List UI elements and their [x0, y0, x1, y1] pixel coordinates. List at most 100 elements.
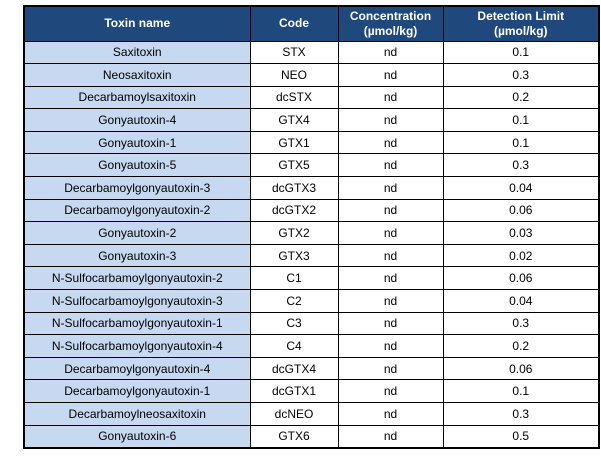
concentration-cell: nd — [337, 311, 444, 336]
column-header-label: Code — [279, 16, 309, 31]
detection-limit-cell: 0.2 — [442, 334, 600, 358]
toxin-name-cell: Decarbamoylgonyautoxin-3 — [23, 176, 251, 200]
concentration-cell: nd — [337, 379, 444, 403]
code-cell: GTX2 — [249, 221, 339, 245]
detection-limit-cell: 0.1 — [442, 108, 600, 132]
code-cell: GTX1 — [249, 130, 339, 155]
column-header-unit: (µmol/kg) — [493, 23, 548, 38]
detection-limit-cell: 0.1 — [442, 379, 600, 403]
table-row: Gonyautoxin-6 GTX6 nd 0.5 — [23, 424, 600, 449]
concentration-cell: nd — [337, 198, 444, 223]
toxin-name-cell: Gonyautoxin-4 — [23, 108, 251, 132]
toxin-name-cell: Gonyautoxin-3 — [23, 243, 251, 268]
detection-limit-cell: 0.2 — [442, 85, 600, 110]
detection-limit-cell: 0.06 — [442, 266, 600, 291]
table-row: Neosaxitoxin NEO nd 0.3 — [23, 63, 600, 87]
toxin-name-cell: Decarbamoylneosaxitoxin — [23, 402, 251, 426]
toxin-name-cell: Decarbamoylgonyautoxin-1 — [23, 379, 251, 403]
toxin-name-cell: Gonyautoxin-2 — [23, 221, 251, 245]
concentration-cell: nd — [337, 63, 444, 87]
column-header-code: Code — [249, 5, 339, 42]
column-header-label: Concentration — [349, 9, 432, 24]
table-row: Saxitoxin STX nd 0.1 — [23, 40, 600, 65]
table-row: N-Sulfocarbamoylgonyautoxin-4 C4 nd 0.2 — [23, 334, 600, 358]
concentration-cell: nd — [337, 289, 444, 313]
table-row: N-Sulfocarbamoylgonyautoxin-2 C1 nd 0.06 — [23, 266, 600, 291]
column-header-detection-limit: Detection Limit (µmol/kg) — [442, 5, 600, 42]
table-row: N-Sulfocarbamoylgonyautoxin-1 C3 nd 0.3 — [23, 311, 600, 336]
concentration-cell: nd — [337, 402, 444, 426]
detection-limit-cell: 0.3 — [442, 153, 600, 178]
code-cell: dcGTX3 — [249, 176, 339, 200]
toxin-name-cell: Decarbamoylsaxitoxin — [23, 85, 251, 110]
detection-limit-cell: 0.1 — [442, 130, 600, 155]
code-cell: GTX5 — [249, 153, 339, 178]
concentration-cell: nd — [337, 334, 444, 358]
concentration-cell: nd — [337, 85, 444, 110]
concentration-cell: nd — [337, 176, 444, 200]
code-cell: C2 — [249, 289, 339, 313]
detection-limit-cell: 0.04 — [442, 289, 600, 313]
column-header-label: Toxin name — [104, 16, 171, 31]
toxin-name-cell: N-Sulfocarbamoylgonyautoxin-1 — [23, 311, 251, 336]
concentration-cell: nd — [337, 40, 444, 65]
toxin-name-cell: N-Sulfocarbamoylgonyautoxin-4 — [23, 334, 251, 358]
toxin-name-cell: Decarbamoylgonyautoxin-4 — [23, 356, 251, 381]
detection-limit-cell: 0.3 — [442, 63, 600, 87]
code-cell: dcGTX2 — [249, 198, 339, 223]
column-header-unit: (µmol/kg) — [363, 23, 418, 38]
code-cell: dcNEO — [249, 402, 339, 426]
concentration-cell: nd — [337, 356, 444, 381]
table-row: Decarbamoylgonyautoxin-4 dcGTX4 nd 0.06 — [23, 356, 600, 381]
concentration-cell: nd — [337, 108, 444, 132]
detection-limit-cell: 0.06 — [442, 198, 600, 223]
detection-limit-cell: 0.06 — [442, 356, 600, 381]
table-row: Decarbamoylgonyautoxin-1 dcGTX1 nd 0.1 — [23, 379, 600, 403]
toxin-name-cell: Neosaxitoxin — [23, 63, 251, 87]
toxins-table: Toxin name Code Concentration (µmol/kg) … — [23, 5, 600, 449]
detection-limit-cell: 0.3 — [442, 402, 600, 426]
table-row: Gonyautoxin-5 GTX5 nd 0.3 — [23, 153, 600, 178]
toxin-name-cell: Gonyautoxin-5 — [23, 153, 251, 178]
detection-limit-cell: 0.5 — [442, 424, 600, 449]
toxin-name-cell: N-Sulfocarbamoylgonyautoxin-2 — [23, 266, 251, 291]
detection-limit-cell: 0.1 — [442, 40, 600, 65]
concentration-cell: nd — [337, 424, 444, 449]
code-cell: STX — [249, 40, 339, 65]
table-body: Saxitoxin STX nd 0.1 Neosaxitoxin NEO nd… — [23, 40, 600, 449]
toxin-name-cell: Gonyautoxin-1 — [23, 130, 251, 155]
concentration-cell: nd — [337, 130, 444, 155]
table-row: Gonyautoxin-1 GTX1 nd 0.1 — [23, 130, 600, 155]
code-cell: dcSTX — [249, 85, 339, 110]
table-row: Decarbamoylgonyautoxin-3 dcGTX3 nd 0.04 — [23, 176, 600, 200]
concentration-cell: nd — [337, 266, 444, 291]
code-cell: dcGTX4 — [249, 356, 339, 381]
code-cell: C3 — [249, 311, 339, 336]
concentration-cell: nd — [337, 153, 444, 178]
code-cell: C1 — [249, 266, 339, 291]
concentration-cell: nd — [337, 221, 444, 245]
concentration-cell: nd — [337, 243, 444, 268]
code-cell: NEO — [249, 63, 339, 87]
detection-limit-cell: 0.02 — [442, 243, 600, 268]
toxin-name-cell: N-Sulfocarbamoylgonyautoxin-3 — [23, 289, 251, 313]
detection-limit-cell: 0.3 — [442, 311, 600, 336]
detection-limit-cell: 0.03 — [442, 221, 600, 245]
toxin-name-cell: Gonyautoxin-6 — [23, 424, 251, 449]
column-header-concentration: Concentration (µmol/kg) — [337, 5, 444, 42]
toxin-name-cell: Decarbamoylgonyautoxin-2 — [23, 198, 251, 223]
table-row: Gonyautoxin-3 GTX3 nd 0.02 — [23, 243, 600, 268]
detection-limit-cell: 0.04 — [442, 176, 600, 200]
code-cell: GTX3 — [249, 243, 339, 268]
table-row: Gonyautoxin-2 GTX2 nd 0.03 — [23, 221, 600, 245]
code-cell: GTX6 — [249, 424, 339, 449]
table-row: N-Sulfocarbamoylgonyautoxin-3 C2 nd 0.04 — [23, 289, 600, 313]
header-row: Toxin name Code Concentration (µmol/kg) … — [23, 5, 600, 42]
toxin-name-cell: Saxitoxin — [23, 40, 251, 65]
code-cell: dcGTX1 — [249, 379, 339, 403]
column-header-toxin-name: Toxin name — [23, 5, 251, 42]
table-header: Toxin name Code Concentration (µmol/kg) … — [23, 5, 600, 42]
table-row: Gonyautoxin-4 GTX4 nd 0.1 — [23, 108, 600, 132]
table-row: Decarbamoylgonyautoxin-2 dcGTX2 nd 0.06 — [23, 198, 600, 223]
